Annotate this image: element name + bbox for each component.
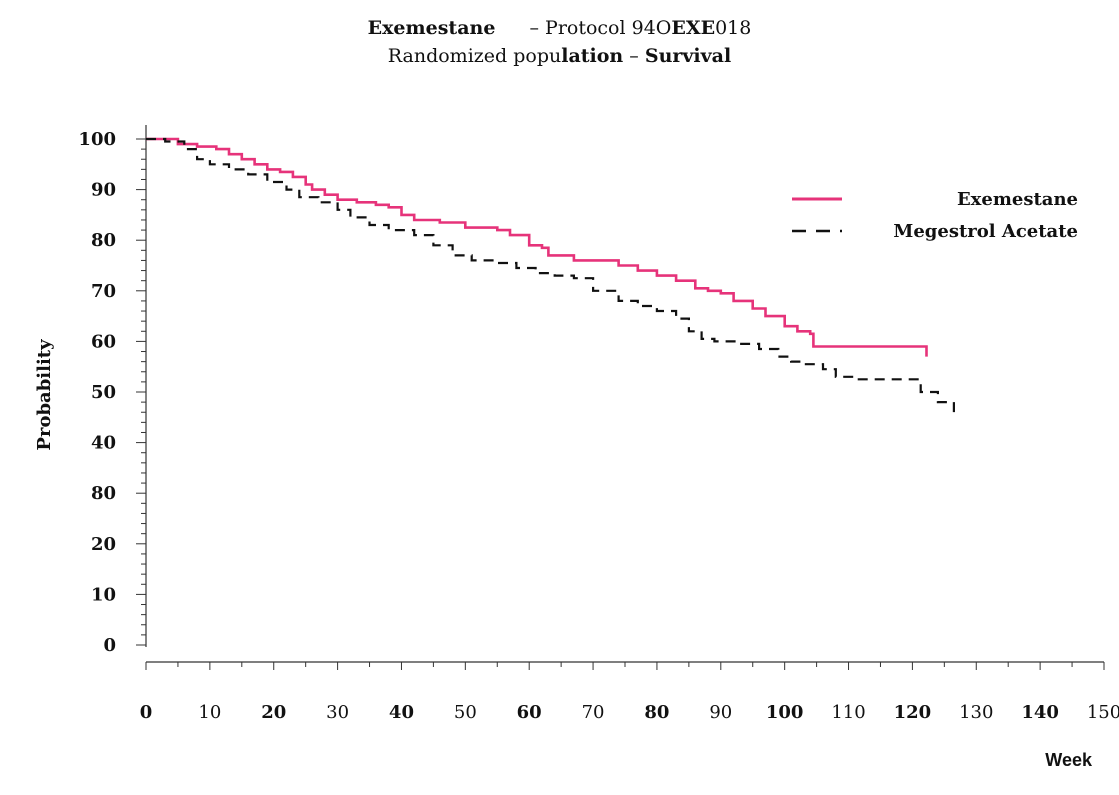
- x-tick-label: 140: [1021, 702, 1059, 723]
- y-tick-label: 40: [91, 433, 116, 454]
- x-tick-label: 120: [894, 702, 932, 723]
- y-tick-label: 20: [91, 534, 116, 555]
- chart-title-line-1: Exemestane – Protocol 94OEXE018: [0, 14, 1119, 42]
- chart-title-block: Exemestane – Protocol 94OEXE018 Randomiz…: [0, 14, 1119, 70]
- x-tick-label: 70: [582, 702, 605, 723]
- series-layer: [146, 137, 955, 418]
- y-tick-label: 50: [91, 382, 116, 403]
- title-protocol-prefix: – Protocol 94O: [529, 17, 672, 39]
- subtitle-population-b: lation: [561, 45, 624, 67]
- subtitle-survival: Survival: [644, 45, 732, 67]
- series-line-exemestane: [146, 137, 928, 357]
- y-tick-label: 0: [103, 635, 116, 656]
- legend-label: Megestrol Acetate: [893, 221, 1078, 242]
- title-drug-name: Exemestane: [367, 17, 496, 39]
- y-tick-label: 60: [91, 331, 116, 352]
- y-tick-label: 70: [91, 281, 116, 302]
- x-tick-label: 80: [644, 702, 669, 723]
- x-tick-label: 10: [198, 702, 221, 723]
- x-tick-label: 100: [766, 702, 804, 723]
- y-tick-label: 80: [91, 483, 116, 504]
- x-tick-label: 130: [959, 702, 993, 723]
- series-line-megestrol-acetate: [146, 137, 955, 418]
- x-tick-label: 40: [389, 702, 414, 723]
- y-tick-label: 90: [91, 180, 116, 201]
- x-tick-label: 20: [261, 702, 286, 723]
- chart-legend: Exemestane Megestrol Acetate: [792, 189, 1078, 242]
- subtitle-population-a: Randomized popu: [387, 45, 562, 67]
- x-axis-label: Week: [1045, 750, 1093, 770]
- title-protocol-suffix: 018: [715, 17, 752, 39]
- y-tick-label: 10: [91, 584, 116, 605]
- legend-label: Exemestane: [957, 189, 1078, 210]
- x-tick-label: 30: [326, 702, 349, 723]
- x-tick-label: 110: [831, 702, 865, 723]
- y-tick-label: 100: [78, 129, 116, 150]
- x-tick-label: 50: [454, 702, 477, 723]
- subtitle-dash: –: [623, 45, 645, 67]
- title-protocol-code: EXE: [671, 17, 716, 39]
- y-axis-label: Probability: [34, 339, 55, 451]
- x-tick-label: 150: [1087, 702, 1119, 723]
- x-tick-label: 0: [140, 702, 153, 723]
- x-tick-label: 60: [517, 702, 542, 723]
- x-tick-label: 90: [709, 702, 732, 723]
- chart-title-line-2: Randomized population – Survival: [0, 42, 1119, 70]
- y-tick-label: 80: [91, 230, 116, 251]
- chart-axes: 0 10 20 80 40 50 60 70 80 90 100 0 10 20 30 40 50 60 70 80 9…: [78, 125, 1119, 723]
